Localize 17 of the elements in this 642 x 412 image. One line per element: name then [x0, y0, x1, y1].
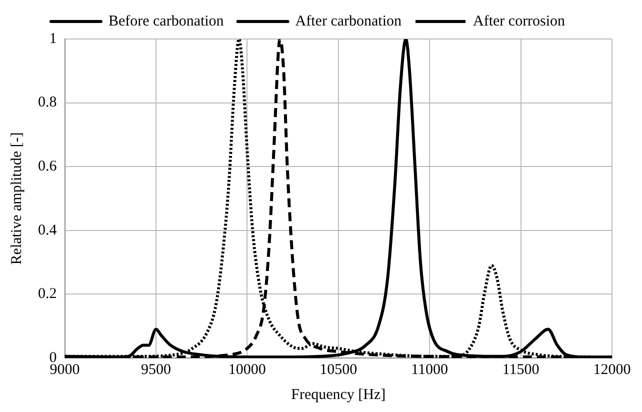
x-axis-title: Frequency [Hz] — [291, 386, 386, 403]
x-tick-label: 11500 — [502, 362, 540, 378]
y-tick-label: 0.4 — [38, 222, 58, 238]
x-tick-label: 10500 — [320, 362, 358, 378]
x-tick-label: 9000 — [50, 362, 80, 378]
y-tick-label: 0.2 — [38, 286, 57, 302]
y-tick-label: 1 — [49, 30, 57, 47]
y-axis-title: Relative amplitude [-] — [8, 132, 25, 265]
legend-label: After carbonation — [295, 13, 402, 30]
y-tick-label: 0.8 — [38, 94, 57, 111]
y-tick-label: 0.6 — [38, 158, 58, 175]
legend-label: After corrosion — [473, 13, 566, 30]
x-tick-label: 10000 — [228, 362, 266, 378]
x-tick-label: 12000 — [593, 362, 631, 378]
legend-label: Before carbonation — [108, 13, 224, 30]
x-tick-label: 11000 — [411, 362, 448, 378]
x-tick-label: 9500 — [140, 362, 171, 378]
